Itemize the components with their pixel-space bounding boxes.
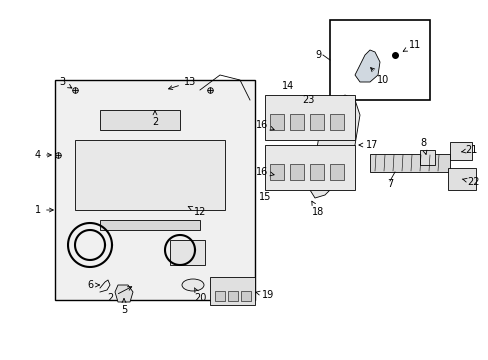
Text: 2: 2 <box>152 111 158 127</box>
Ellipse shape <box>182 279 203 291</box>
Bar <box>329 114 343 130</box>
Text: 8: 8 <box>419 138 426 154</box>
FancyBboxPatch shape <box>55 80 254 300</box>
Text: 13: 13 <box>168 77 196 90</box>
Text: 7: 7 <box>386 179 392 189</box>
Text: 15: 15 <box>258 192 271 202</box>
Text: 20: 20 <box>193 288 206 303</box>
Bar <box>75 140 224 210</box>
Text: 9: 9 <box>314 50 321 60</box>
Polygon shape <box>309 95 359 198</box>
Text: 16: 16 <box>255 120 274 130</box>
Bar <box>289 114 304 130</box>
Bar <box>329 20 429 100</box>
Text: 4: 4 <box>35 150 51 160</box>
Text: 19: 19 <box>255 290 274 300</box>
Bar <box>309 114 324 130</box>
Text: 22: 22 <box>461 177 479 187</box>
Text: 10: 10 <box>370 68 388 85</box>
Bar <box>241 291 250 301</box>
Bar <box>100 220 200 230</box>
Text: 12: 12 <box>188 206 206 217</box>
Bar <box>329 164 343 180</box>
Bar <box>269 164 284 180</box>
Polygon shape <box>115 285 133 302</box>
Text: 5: 5 <box>121 299 127 315</box>
Bar <box>369 154 449 172</box>
Bar <box>419 150 434 165</box>
Bar <box>269 114 284 130</box>
Text: 18: 18 <box>311 201 324 217</box>
Text: 3: 3 <box>59 77 72 88</box>
Bar <box>264 95 354 140</box>
Bar <box>209 277 254 305</box>
Text: 14: 14 <box>281 81 293 91</box>
Text: 21: 21 <box>461 145 476 155</box>
Text: 23: 23 <box>301 95 314 105</box>
Bar <box>449 142 471 160</box>
Bar <box>100 110 180 130</box>
Polygon shape <box>354 50 379 82</box>
Text: 2: 2 <box>107 287 131 303</box>
Bar <box>264 145 354 190</box>
Bar <box>215 291 224 301</box>
Text: 16: 16 <box>255 167 274 177</box>
Text: 11: 11 <box>403 40 420 51</box>
Bar <box>227 291 238 301</box>
Text: 17: 17 <box>358 140 377 150</box>
Text: 1: 1 <box>35 205 53 215</box>
Bar <box>447 168 475 190</box>
Bar <box>170 240 204 265</box>
Bar <box>309 164 324 180</box>
Text: 6: 6 <box>87 280 99 290</box>
Bar <box>289 164 304 180</box>
